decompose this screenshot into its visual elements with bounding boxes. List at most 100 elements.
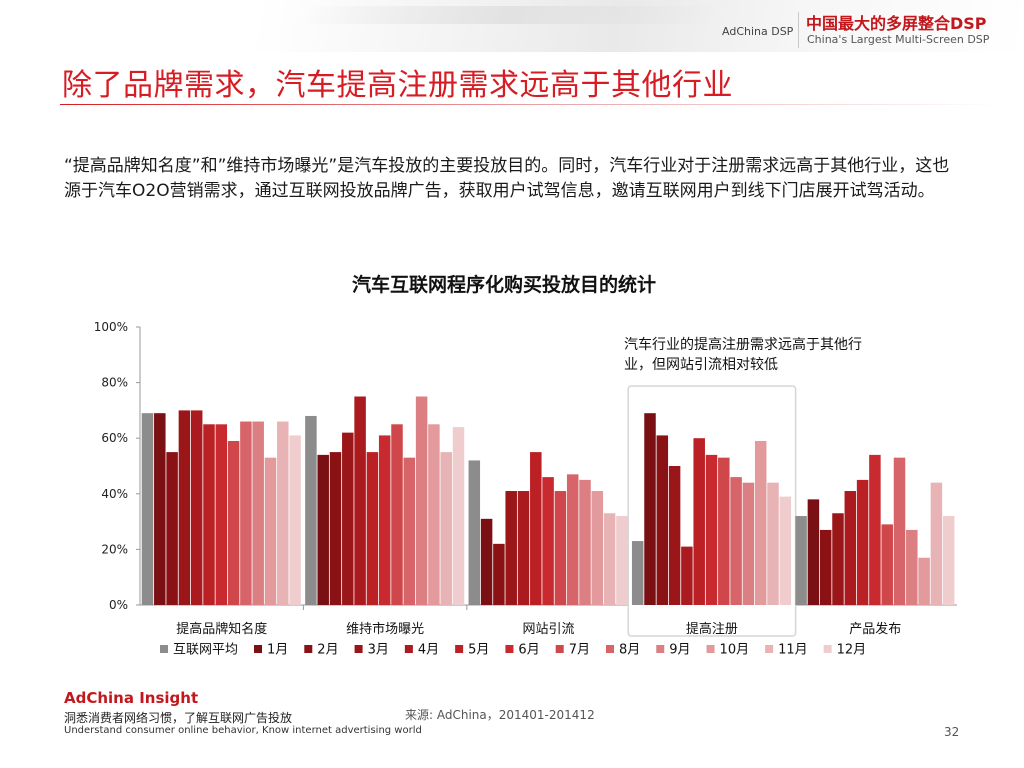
legend-label: 6月	[518, 643, 539, 658]
legend-swatch	[354, 645, 363, 653]
chart-title: 汽车互联网程序化购买投放目的统计	[352, 273, 656, 296]
footer-tagline-cn: 洞悉消费者网络习惯，了解互联网广告投放	[64, 711, 293, 725]
bar	[517, 491, 530, 605]
bar	[942, 516, 955, 605]
bar	[141, 413, 154, 605]
bar	[542, 477, 554, 605]
bar	[428, 424, 440, 605]
source-note: 来源: AdChina，201401-201412	[405, 708, 595, 722]
annotation-line-1: 汽车行业的提高注册需求远高于其他行	[624, 336, 862, 353]
bar	[329, 452, 342, 605]
bar	[240, 421, 252, 605]
legend-label: 12月	[837, 643, 867, 658]
legend-label: 3月	[368, 643, 389, 658]
title-underline	[60, 104, 1000, 105]
legend-swatch	[706, 645, 715, 653]
bar	[277, 421, 289, 605]
bar	[656, 435, 669, 605]
legend-label: 2月	[317, 643, 338, 658]
y-tick-label: 20%	[101, 542, 128, 556]
bar	[178, 410, 191, 605]
legend-swatch	[455, 645, 464, 653]
bar	[493, 543, 505, 605]
x-tick-label: 提高注册	[686, 621, 738, 637]
bar	[705, 454, 718, 605]
bar	[391, 424, 403, 605]
bar	[579, 479, 591, 605]
bar	[631, 541, 644, 605]
y-tick-label: 40%	[101, 487, 128, 501]
legend-swatch	[505, 645, 514, 653]
legend-swatch	[404, 645, 413, 653]
y-tick-label: 0%	[109, 598, 128, 612]
bar	[718, 457, 730, 605]
bar	[730, 477, 742, 605]
bar	[616, 516, 628, 605]
bar	[264, 457, 277, 605]
legend-label: 10月	[720, 643, 750, 658]
bar	[378, 435, 391, 605]
bar	[754, 440, 767, 605]
bar	[366, 452, 379, 605]
legend-label: 7月	[569, 643, 590, 658]
bar	[530, 452, 542, 605]
bar	[681, 546, 693, 605]
bar	[742, 482, 755, 605]
bar	[452, 427, 465, 605]
legend-label: 11月	[778, 643, 808, 658]
chart-legend: 互联网平均 1月 2月 3月 4月 5月 6月 7月 8月 9月 10月 11月 12月	[160, 643, 866, 658]
x-tick-label: 维持市场曝光	[346, 621, 424, 637]
bar	[918, 557, 930, 605]
bar	[693, 438, 705, 605]
legend-label: 5月	[468, 643, 489, 658]
body-paragraph: “提高品牌知名度”和”维持市场曝光”是汽车投放的主要投放目的。同时，汽车行业对于…	[64, 156, 950, 201]
bar	[252, 421, 264, 605]
legend-swatch	[304, 645, 313, 653]
bar	[906, 529, 918, 605]
bar	[856, 479, 869, 605]
bar	[154, 413, 166, 605]
bar	[767, 482, 779, 605]
bar	[305, 415, 317, 605]
bar	[832, 513, 844, 605]
y-tick-label: 100%	[94, 320, 128, 334]
bar	[227, 440, 240, 605]
bar	[354, 396, 366, 605]
bar	[415, 396, 428, 605]
header-brand-small: AdChina DSP	[722, 25, 794, 38]
footer-brand: AdChina Insight	[64, 689, 199, 707]
bar	[930, 482, 943, 605]
legend-label: 9月	[669, 643, 690, 658]
legend-label: 1月	[267, 643, 288, 658]
legend-swatch	[823, 645, 832, 653]
bar	[215, 424, 228, 605]
bar	[591, 491, 604, 605]
bar	[468, 460, 481, 605]
bar	[844, 491, 857, 605]
bar	[505, 491, 517, 605]
header-brand-cn: 中国最大的多屏整合DSP	[806, 14, 987, 33]
bar	[881, 524, 893, 605]
bar	[795, 516, 807, 605]
legend-swatch	[254, 645, 263, 653]
bar	[644, 413, 656, 605]
bar	[317, 454, 329, 605]
x-tick-label: 提高品牌知名度	[176, 621, 267, 637]
y-tick-label: 60%	[101, 431, 128, 445]
bar	[166, 452, 178, 605]
bar	[869, 454, 881, 605]
legend-label: 4月	[418, 643, 439, 658]
bar	[190, 410, 203, 605]
bar	[203, 424, 215, 605]
bar	[779, 496, 792, 605]
legend-swatch	[160, 645, 168, 653]
y-tick-label: 80%	[101, 376, 128, 390]
page-number: 32	[944, 725, 960, 739]
slide-title: 除了品牌需求，汽车提高注册需求远高于其他行业	[62, 68, 733, 103]
bar	[807, 499, 820, 605]
bar-group	[141, 396, 955, 605]
bar	[819, 529, 832, 605]
legend-swatch	[656, 645, 665, 653]
annotation-line-2: 业，但网站引流相对较低	[624, 357, 778, 373]
